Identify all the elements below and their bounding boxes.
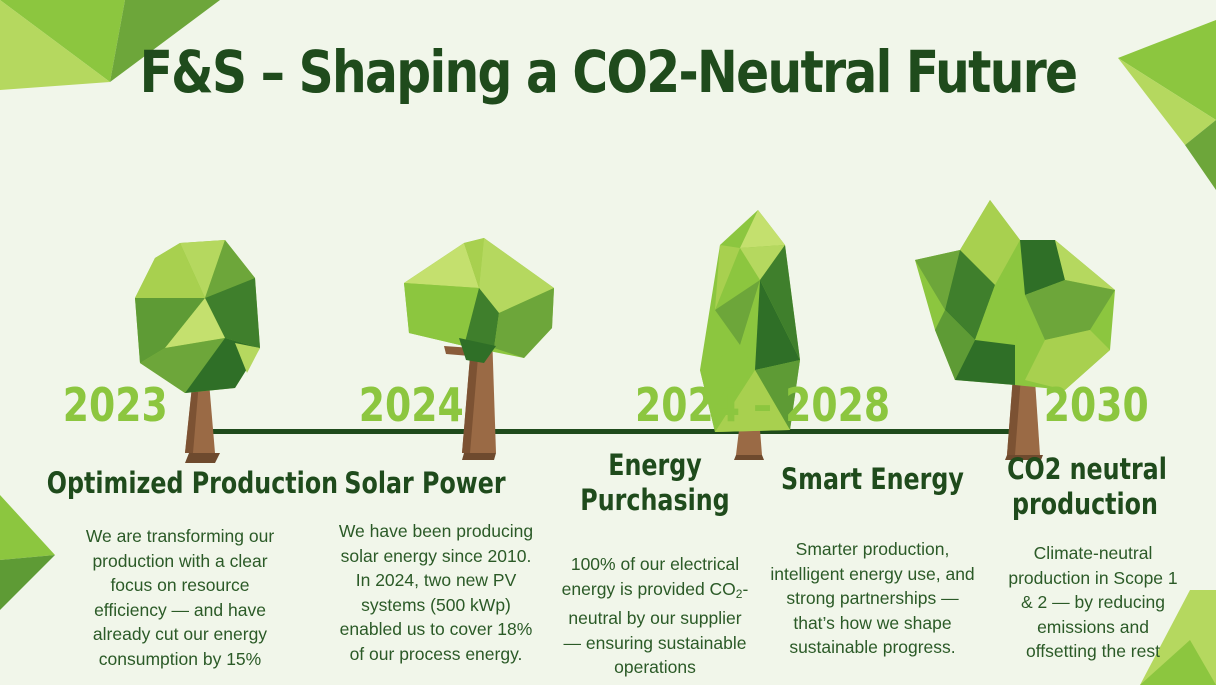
- desc-optimized-production: We are transforming our production with …: [85, 526, 275, 669]
- heading-line: Purchasing: [580, 483, 730, 517]
- tree-1-icon: [135, 240, 260, 463]
- year-2024: 2024: [358, 378, 464, 432]
- desc-subscript: 2: [735, 586, 743, 601]
- heading-line: production: [1012, 487, 1158, 521]
- heading-line: CO2 neutral: [1007, 452, 1167, 486]
- desc-smart-energy: Smarter production, intelligent energy u…: [770, 539, 975, 657]
- year-2030: 2030: [1043, 378, 1149, 432]
- heading-energy-purchasing: Energy Purchasing: [577, 448, 733, 518]
- year-2023: 2023: [62, 378, 168, 432]
- tree-4-icon: [915, 200, 1115, 460]
- heading-optimized-production: Optimized Production: [46, 466, 339, 500]
- heading-smart-energy: Smart Energy: [781, 462, 964, 496]
- page-title: F&S – Shaping a CO2-Neutral Future: [139, 38, 1079, 106]
- heading-solar-power: Solar Power: [344, 466, 506, 500]
- desc-co2-neutral-production: Climate-neutral production in Scope 1 & …: [1008, 543, 1178, 661]
- desc-text: 100% of our electrical energy is provide…: [561, 554, 740, 599]
- desc-solar-power: We have been producing solar energy sinc…: [338, 521, 534, 664]
- heading-line: Energy: [608, 448, 702, 482]
- desc-energy-purchasing: 100% of our electrical energy is provide…: [560, 552, 750, 680]
- year-2024-2028: 2024 – 2028: [635, 378, 891, 432]
- timeline-line: [205, 429, 1020, 434]
- tree-3-icon: [700, 210, 800, 460]
- heading-co2-neutral-production: CO2 neutral production: [1007, 452, 1167, 522]
- desc-text: -neutral by our supplier — ensuring sust…: [563, 578, 749, 678]
- tree-2-icon: [404, 238, 554, 460]
